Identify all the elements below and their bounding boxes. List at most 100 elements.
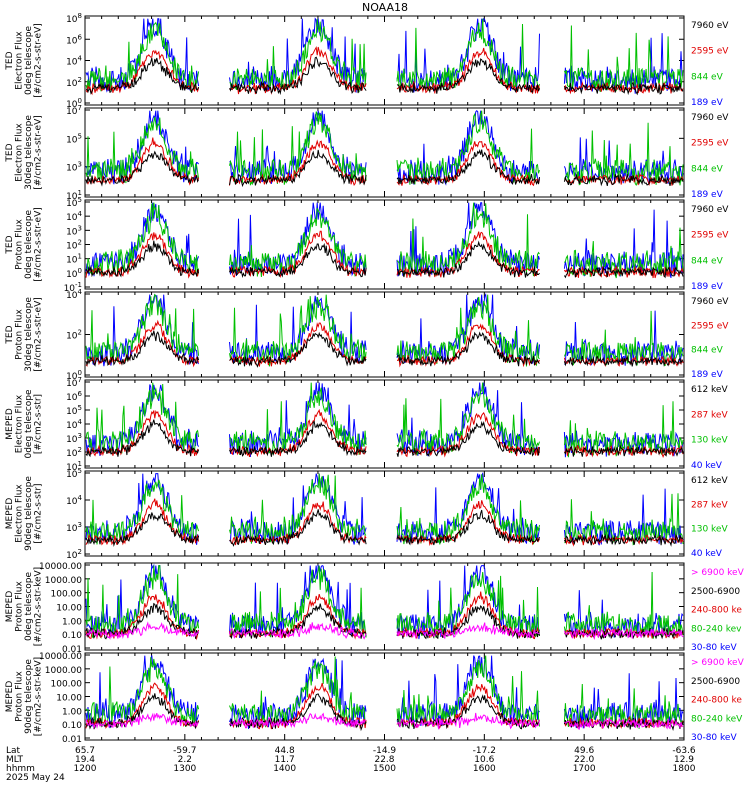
series-trace — [85, 565, 684, 639]
series-trace — [85, 382, 684, 458]
y-axis-label: [#/cm2-s-str-eV] — [34, 297, 44, 372]
x-tick-lat: -63.6 — [672, 746, 696, 756]
legend-label: 612 keV — [691, 476, 728, 486]
y-tick-label: 102 — [66, 446, 82, 459]
y-axis-label: TED — [5, 235, 15, 254]
y-tick-label: 102 — [66, 548, 82, 561]
legend-label: 2500-6900 — [691, 677, 740, 687]
x-tick-mlt: 22.0 — [574, 755, 594, 765]
legend-label: 287 keV — [691, 500, 728, 510]
legend-label: 7960 eV — [691, 205, 729, 215]
y-tick-label: 10000.00 — [39, 562, 82, 572]
x-tick-lat: -17.2 — [473, 746, 496, 756]
y-tick-label: 105 — [66, 404, 82, 417]
y-tick-label: 103 — [66, 161, 82, 174]
y-axis-label: 0deg telescope — [24, 26, 34, 96]
x-tick-time: 1400 — [273, 764, 296, 774]
y-tick-label: 102 — [66, 239, 82, 252]
legend-label: 844 eV — [691, 164, 724, 174]
y-tick-label: 104 — [66, 418, 82, 431]
y-axis-label: MEPED — [5, 498, 15, 530]
y-tick-label: 0.10 — [62, 631, 82, 641]
y-tick-label: 10000.00 — [39, 652, 82, 662]
y-axis-label: [#/cm2-s-str-eV] — [34, 207, 44, 282]
y-tick-label: 100 — [66, 267, 82, 280]
y-tick-label: 103 — [66, 224, 82, 237]
y-axis-label: MEPED — [5, 591, 15, 623]
y-tick-label: 100 — [66, 369, 82, 382]
legend-label: 189 eV — [691, 370, 724, 380]
y-tick-label: 10-1 — [64, 281, 82, 294]
series-trace — [85, 293, 684, 367]
series-trace — [85, 110, 684, 187]
legend-label: 240-800 ke — [691, 696, 742, 706]
y-tick-label: 1000.00 — [45, 666, 82, 676]
y-tick-label: 100.00 — [51, 590, 83, 600]
x-tick-lat: 44.8 — [275, 746, 295, 756]
y-tick-label: 101 — [66, 189, 82, 202]
legend-label: 2595 eV — [691, 47, 729, 57]
x-tick-mlt: 19.4 — [75, 755, 95, 765]
series-trace — [85, 202, 684, 279]
y-axis-label: Proton Flux — [15, 671, 25, 722]
y-axis-label: [#/cm2-s-str-eV] — [34, 115, 44, 190]
y-axis-label: [#/cm2-s-str-keV] — [34, 657, 44, 736]
legend-label: 40 keV — [691, 461, 723, 471]
y-axis-label: [#/cm2-s-str] — [34, 394, 44, 454]
x-axis-row-label: Lat — [6, 746, 21, 756]
series-trace — [85, 473, 684, 546]
y-axis-label: 0deg telescope — [24, 389, 34, 459]
series-trace — [85, 240, 684, 279]
legend-label: 7960 eV — [691, 113, 729, 123]
series-trace — [85, 137, 684, 187]
series-trace — [85, 655, 684, 729]
x-tick-mlt: 22.8 — [374, 755, 394, 765]
x-axis-row-label: 2025 May 24 — [6, 773, 65, 783]
series-trace — [85, 202, 684, 279]
x-tick-lat: -59.7 — [173, 746, 196, 756]
y-axis-label: Electron Flux — [15, 394, 25, 453]
x-tick-lat: -14.9 — [373, 746, 397, 756]
legend-label: 240-800 ke — [691, 606, 742, 616]
x-tick-time: 1300 — [173, 764, 196, 774]
y-axis-label: 90deg telescope — [24, 659, 34, 734]
y-tick-label: 108 — [66, 12, 82, 25]
y-axis-label: 0deg telescope — [24, 210, 34, 280]
y-tick-label: 103 — [66, 521, 82, 534]
y-tick-label: 101 — [66, 253, 82, 266]
y-tick-label: 0.01 — [62, 735, 82, 745]
x-tick-time: 1200 — [74, 764, 97, 774]
y-tick-label: 104 — [66, 55, 82, 68]
legend-label: 844 eV — [691, 72, 724, 82]
y-axis-label: TED — [5, 51, 15, 70]
legend-label: 2595 eV — [691, 231, 729, 241]
chart-title: NOAA18 — [362, 1, 408, 14]
legend-label: 189 eV — [691, 282, 724, 292]
y-tick-label: 10.00 — [56, 694, 82, 704]
legend-label: > 6900 keV — [691, 658, 745, 668]
series-trace — [85, 621, 684, 641]
series-trace — [85, 712, 684, 730]
series-trace — [85, 382, 684, 458]
y-tick-label: 106 — [66, 33, 82, 46]
legend-label: 80-240 kev — [691, 624, 742, 634]
series-trace — [85, 655, 684, 729]
x-tick-mlt: 12.9 — [674, 755, 694, 765]
legend-label: 2595 eV — [691, 321, 729, 331]
y-axis-label: 90deg telescope — [24, 476, 34, 551]
legend-label: 844 eV — [691, 256, 724, 266]
y-axis-label: 30deg telescope — [24, 297, 34, 372]
x-tick-time: 1500 — [373, 764, 396, 774]
y-axis-label: TED — [5, 325, 15, 344]
legend-label: 287 keV — [691, 410, 728, 420]
y-tick-label: 105 — [66, 467, 82, 480]
y-tick-label: 102 — [66, 76, 82, 89]
y-tick-label: 107 — [66, 376, 82, 389]
x-tick-mlt: 2.2 — [178, 755, 192, 765]
y-tick-label: 0.01 — [62, 645, 82, 655]
y-axis-label: TED — [5, 143, 15, 162]
y-axis-label: Electron Flux — [15, 123, 25, 182]
series-trace — [85, 693, 684, 732]
y-axis-label: Proton Flux — [15, 309, 25, 360]
